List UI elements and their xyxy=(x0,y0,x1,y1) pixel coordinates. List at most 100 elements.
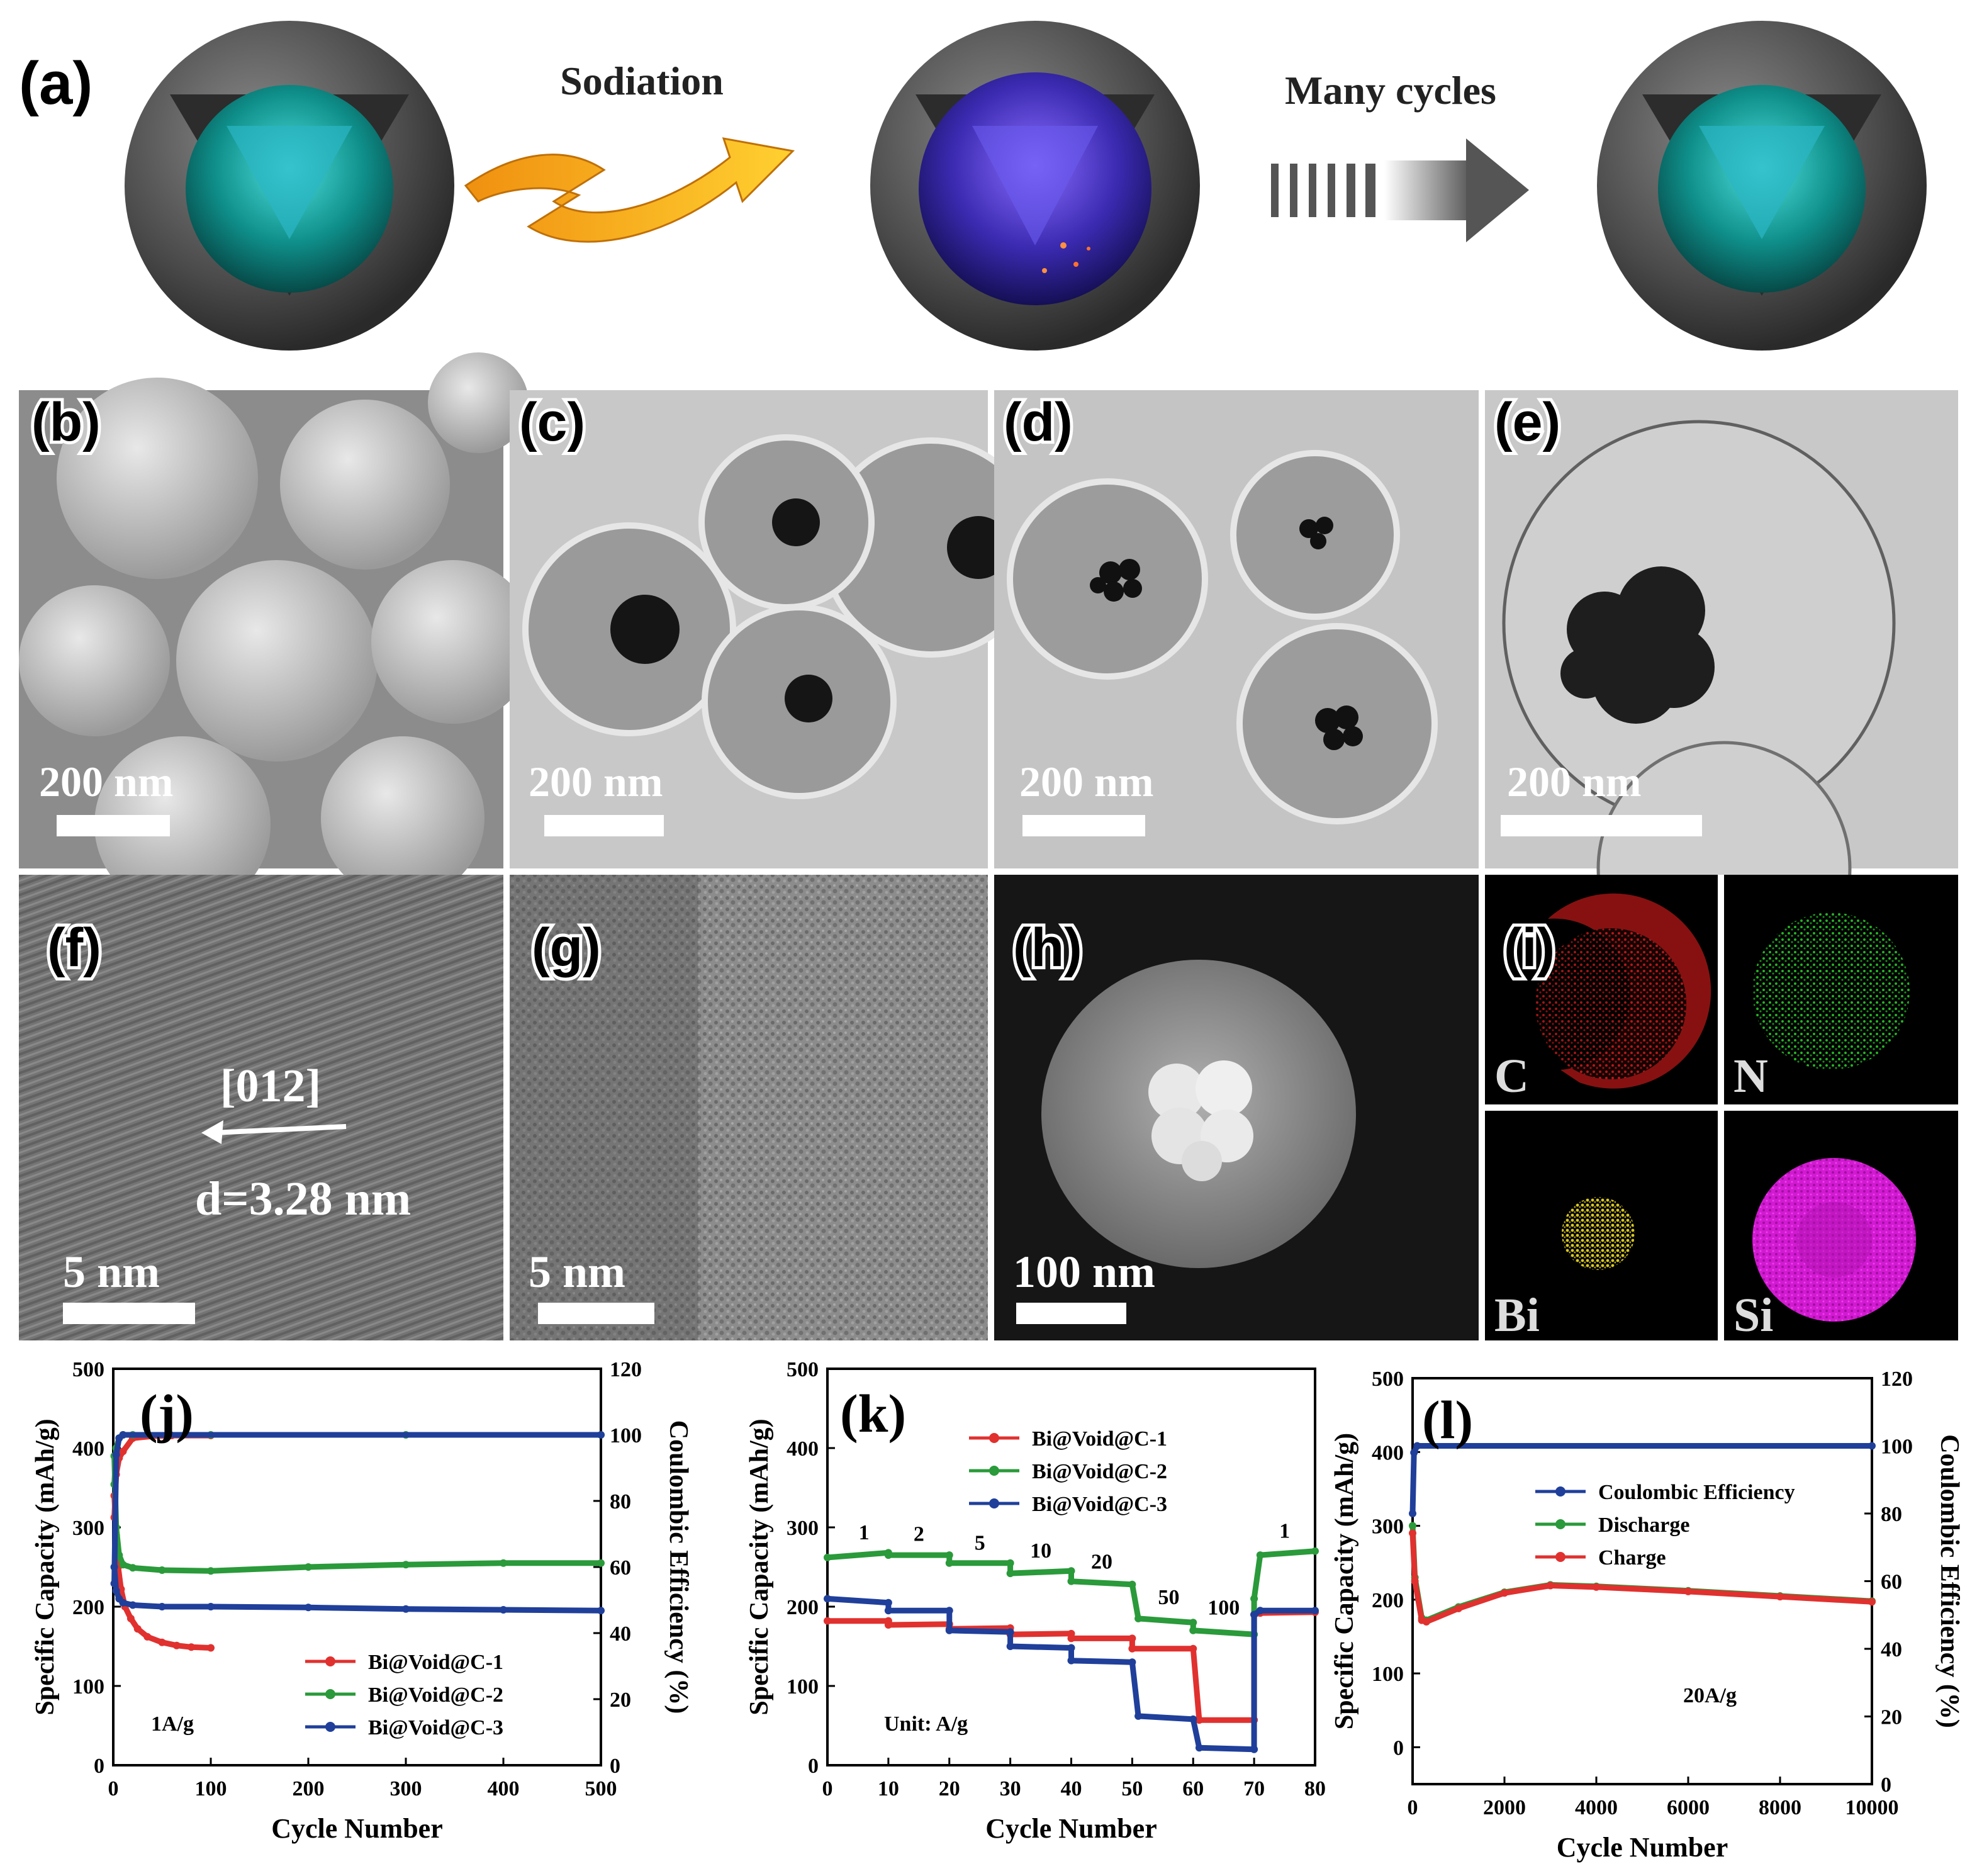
rate-label: 1 xyxy=(859,1521,870,1544)
legend-label: Bi@Void@C-2 xyxy=(1032,1460,1167,1483)
y-tick-label: 300 xyxy=(72,1517,104,1540)
y-tick-label: 0 xyxy=(808,1755,819,1778)
x-tick-label: 50 xyxy=(1121,1777,1143,1800)
x-axis-label: Cycle Number xyxy=(1557,1832,1728,1863)
data-point xyxy=(129,1601,137,1609)
rate-label: 2 xyxy=(914,1522,924,1546)
y2-tick-label: 60 xyxy=(610,1556,631,1580)
x-tick-label: 10000 xyxy=(1845,1796,1899,1819)
element-label-C: C xyxy=(1494,1050,1529,1103)
yolk-shell-sphere-recovered xyxy=(1597,21,1927,351)
data-point xyxy=(1455,1604,1462,1612)
many-cycles-label: Many cycles xyxy=(1285,68,1496,113)
y2-tick-label: 0 xyxy=(1881,1773,1891,1797)
series-line xyxy=(111,1566,602,1614)
scale-bar-label-c: 200 nm xyxy=(529,758,663,806)
panel-label-h: (h) xyxy=(1013,918,1082,978)
legend-swatch-marker xyxy=(325,1689,335,1699)
data-point xyxy=(1501,1589,1508,1597)
y-tick-label: 100 xyxy=(72,1675,104,1699)
rate-label: 50 xyxy=(1158,1586,1180,1609)
y2-axis-label: Coulombic Efficiency (%) xyxy=(664,1420,693,1714)
x-tick-label: 0 xyxy=(108,1777,119,1800)
legend-label: Coulombic Efficiency xyxy=(1598,1481,1795,1504)
legend-swatch-marker xyxy=(989,1498,999,1508)
x-tick-label: 30 xyxy=(1000,1777,1021,1800)
y-tick-label: 400 xyxy=(72,1437,104,1461)
legend-label: Bi@Void@C-1 xyxy=(1032,1427,1167,1451)
y2-tick-label: 0 xyxy=(610,1755,620,1778)
data-point xyxy=(1411,1577,1419,1585)
data-point xyxy=(1067,1577,1075,1585)
panel-d-tem: (d) 200 nm xyxy=(994,389,1479,868)
panel-i-eds-maps: (i) C N Bi Si xyxy=(1485,875,1958,1342)
data-point xyxy=(824,1617,831,1625)
y-tick-label: 200 xyxy=(72,1596,104,1619)
data-point xyxy=(305,1563,312,1571)
legend-swatch-marker xyxy=(989,1466,999,1476)
data-point xyxy=(402,1605,410,1613)
data-point xyxy=(945,1559,953,1567)
legend-swatch-marker xyxy=(1555,1552,1565,1562)
legend-swatch-marker xyxy=(325,1722,335,1732)
panel-label: (l) xyxy=(1422,1390,1473,1450)
yolk-shell-sphere-initial xyxy=(125,21,454,351)
scale-bar-label-d: 200 nm xyxy=(1019,758,1153,806)
x-tick-label: 70 xyxy=(1243,1777,1265,1800)
legend-swatch-marker xyxy=(1555,1519,1565,1529)
panel-label-a: (a) xyxy=(19,50,92,117)
data-point xyxy=(1410,1449,1418,1457)
panel-b-sem: (b) 200 nm xyxy=(19,352,535,913)
data-point xyxy=(119,1598,127,1607)
y-tick-label: 0 xyxy=(1393,1736,1404,1760)
y-tick-label: 500 xyxy=(787,1358,819,1381)
scale-bar-c xyxy=(544,815,664,836)
x-tick-label: 20 xyxy=(939,1777,960,1800)
data-point xyxy=(1128,1580,1136,1588)
panel-label: (k) xyxy=(840,1383,906,1444)
series-line xyxy=(1409,1525,1873,1624)
x-tick-label: 6000 xyxy=(1667,1796,1710,1819)
y2-tick-label: 20 xyxy=(1881,1706,1902,1729)
legend-label: Bi@Void@C-1 xyxy=(368,1651,503,1674)
y2-tick-label: 20 xyxy=(610,1688,631,1712)
lattice-direction-arrow xyxy=(213,1124,347,1135)
rate-label: 5 xyxy=(975,1531,985,1554)
data-point xyxy=(207,1644,215,1652)
scale-bar-e xyxy=(1501,815,1702,836)
element-label-Bi: Bi xyxy=(1494,1289,1540,1342)
data-point xyxy=(1593,1583,1600,1591)
data-point xyxy=(126,1614,135,1622)
scale-bar-f xyxy=(63,1303,195,1324)
legend-swatch-marker xyxy=(325,1656,335,1666)
lattice-direction-label: [012] xyxy=(220,1060,321,1112)
y2-axis-label: Coulombic Efficiency (%) xyxy=(1935,1434,1964,1728)
data-point xyxy=(884,1551,892,1559)
scale-bar-label-g: 5 nm xyxy=(529,1247,625,1297)
panel-label: (j) xyxy=(140,1383,194,1444)
data-point xyxy=(500,1606,507,1614)
y-tick-label: 200 xyxy=(1372,1589,1404,1612)
rate-label: 1 xyxy=(1279,1519,1290,1542)
legend-swatch-marker xyxy=(1555,1486,1565,1497)
data-point xyxy=(500,1559,507,1567)
scale-bar-g xyxy=(538,1303,654,1324)
element-label-N: N xyxy=(1733,1050,1768,1103)
data-point xyxy=(824,1595,831,1603)
rate-label: 100 xyxy=(1207,1597,1240,1620)
y-tick-label: 200 xyxy=(787,1596,819,1619)
data-point xyxy=(1868,1598,1876,1606)
panel-label-g: (g) xyxy=(532,918,601,978)
x-tick-label: 200 xyxy=(293,1777,325,1800)
panel-g-hrtem: (g) 5 nm xyxy=(510,875,988,1340)
sodiation-arrow xyxy=(464,137,795,243)
y2-tick-label: 60 xyxy=(1881,1571,1902,1594)
y2-tick-label: 100 xyxy=(610,1424,642,1447)
data-point xyxy=(945,1551,953,1559)
data-point xyxy=(112,1451,120,1459)
y-axis-label: Specific Capacity (mAh/g) xyxy=(31,1418,60,1715)
scale-bar-h xyxy=(1016,1303,1126,1324)
data-point xyxy=(1189,1644,1197,1653)
data-point xyxy=(1409,1522,1416,1530)
